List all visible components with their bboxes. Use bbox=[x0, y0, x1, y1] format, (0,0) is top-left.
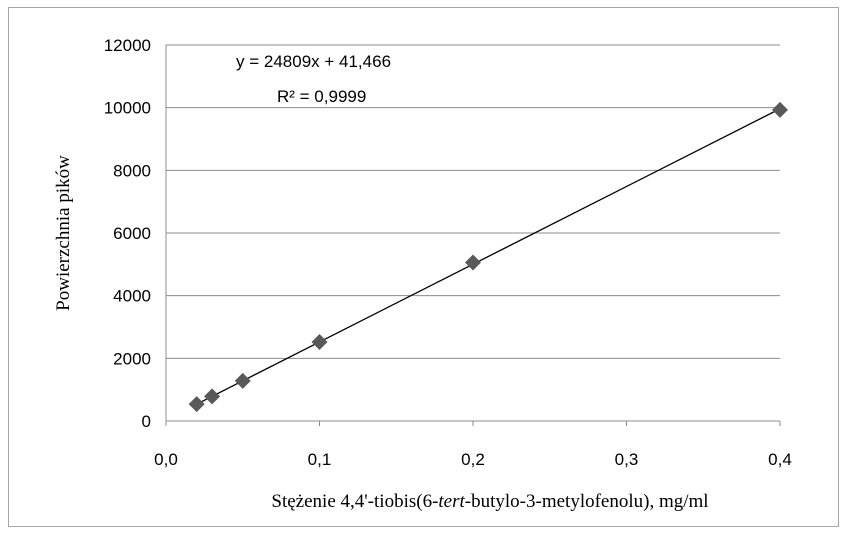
data-point bbox=[311, 334, 328, 351]
trendline-group bbox=[196, 108, 781, 405]
data-point bbox=[188, 396, 205, 413]
x-axis-title: Stężenie 4,4'-tiobis(6-tert-butylo-3-met… bbox=[271, 491, 708, 512]
y-tick-label: 2000 bbox=[113, 349, 151, 368]
y-tick-labels: 0 2000 4000 6000 8000 10000 12000 bbox=[104, 36, 151, 431]
gridlines bbox=[166, 44, 780, 359]
x-tick-label: 0,0 bbox=[154, 450, 178, 469]
trendline bbox=[196, 108, 781, 405]
x-tick-label: 0,3 bbox=[615, 450, 639, 469]
y-tick-label: 4000 bbox=[113, 287, 151, 306]
data-points bbox=[188, 101, 788, 413]
y-tick-label: 0 bbox=[142, 412, 151, 431]
x-axis-title-part: Stężenie 4,4'-tiobis(6- bbox=[271, 491, 438, 512]
data-point bbox=[204, 388, 221, 405]
axes bbox=[165, 45, 781, 426]
chart-frame bbox=[8, 7, 839, 527]
x-tick-label: 0,2 bbox=[461, 450, 485, 469]
y-tick-label: 8000 bbox=[113, 161, 151, 180]
x-axis-title-part: -butylo-3-metylofenolu), mg/ml bbox=[465, 491, 709, 512]
y-tick-label: 12000 bbox=[104, 36, 151, 55]
x-tick-labels: 0,0 0,1 0,2 0,3 0,4 bbox=[154, 450, 792, 469]
y-tick-label: 10000 bbox=[104, 99, 151, 118]
x-tick-label: 0,4 bbox=[768, 450, 792, 469]
data-point bbox=[465, 254, 481, 271]
trendline-equation: y = 24809x + 41,466 bbox=[236, 52, 391, 71]
y-tick-label: 6000 bbox=[113, 224, 151, 243]
data-point bbox=[234, 372, 251, 389]
r-squared-label: R² = 0,9999 bbox=[277, 87, 366, 106]
y-axis-title: Powierzchnia pików bbox=[53, 155, 74, 311]
x-tick-label: 0,1 bbox=[308, 450, 332, 469]
x-axis-title-part: tert bbox=[438, 491, 465, 512]
data-point bbox=[772, 101, 788, 118]
